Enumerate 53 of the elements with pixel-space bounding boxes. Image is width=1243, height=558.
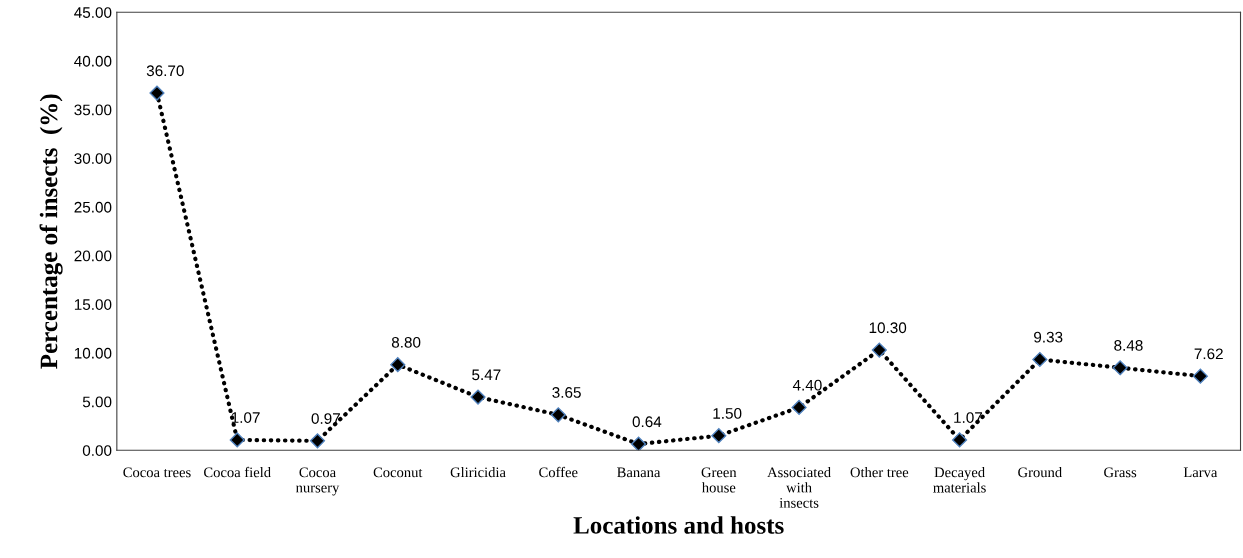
y-tick-label: 25.00 [74, 201, 112, 213]
x-tick-label: Decayed materials [933, 466, 986, 493]
point [1112, 360, 1128, 376]
y-tick-label: 10.00 [74, 347, 112, 359]
point [711, 428, 727, 444]
data-label: 9.33 [1034, 331, 1063, 343]
x-tick-label: Cocoa field [204, 466, 271, 478]
point [1192, 368, 1208, 384]
data-label: 4.40 [792, 379, 822, 391]
point [309, 433, 326, 449]
data-label: 10.30 [869, 322, 907, 334]
y-tick-label: 0.00 [82, 445, 112, 456]
point [871, 342, 887, 358]
y-tick-label: 15.00 [74, 299, 112, 310]
x-tick-label: Grass [1104, 467, 1137, 478]
y-axis-title: Percentage of insects (%) [39, 94, 63, 369]
y-tick-label: 20.00 [74, 250, 112, 262]
y-tick-label: 35.00 [74, 104, 112, 116]
data-label: 8.80 [391, 336, 421, 348]
y-tick-label: 40.00 [74, 55, 112, 67]
data-label: 1.07 [231, 412, 260, 423]
point [952, 432, 968, 448]
data-label: 0.64 [632, 416, 662, 428]
data-label: 1.50 [713, 407, 742, 419]
data-label: 5.47 [472, 369, 501, 381]
y-tick-label: 5.00 [82, 396, 112, 408]
x-tick-label: Cocoa trees [123, 467, 191, 478]
data-label: 3.65 [552, 387, 581, 398]
x-tick-label: Green house [701, 467, 737, 493]
point [149, 85, 165, 101]
x-axis-title: Locations and hosts [573, 516, 784, 534]
data-label: 7.62 [1194, 348, 1223, 360]
x-tick-label: Ground [1018, 466, 1062, 478]
data-label: 36.70 [146, 65, 184, 77]
x-tick-label: Banana [617, 467, 661, 478]
x-tick-label: Gliricidia [450, 466, 506, 478]
data-label: 0.97 [311, 413, 340, 424]
x-tick-label: Other tree [850, 466, 909, 478]
point [229, 432, 245, 448]
x-tick-label: Coffee [539, 466, 578, 478]
point [390, 357, 406, 373]
point [791, 399, 807, 416]
point [630, 436, 647, 451]
point [470, 389, 486, 405]
point [550, 407, 566, 423]
y-tick-label: 30.00 [74, 153, 112, 164]
point [1032, 351, 1048, 368]
data-label: 8.48 [1114, 340, 1143, 351]
y-tick-label: 45.00 [74, 7, 112, 18]
x-tick-label: Coconut [373, 467, 423, 478]
x-tick-label: Associated with insects [767, 466, 831, 508]
x-tick-label: Larva [1183, 467, 1218, 478]
x-tick-label: Cocoa nursery [295, 467, 340, 496]
